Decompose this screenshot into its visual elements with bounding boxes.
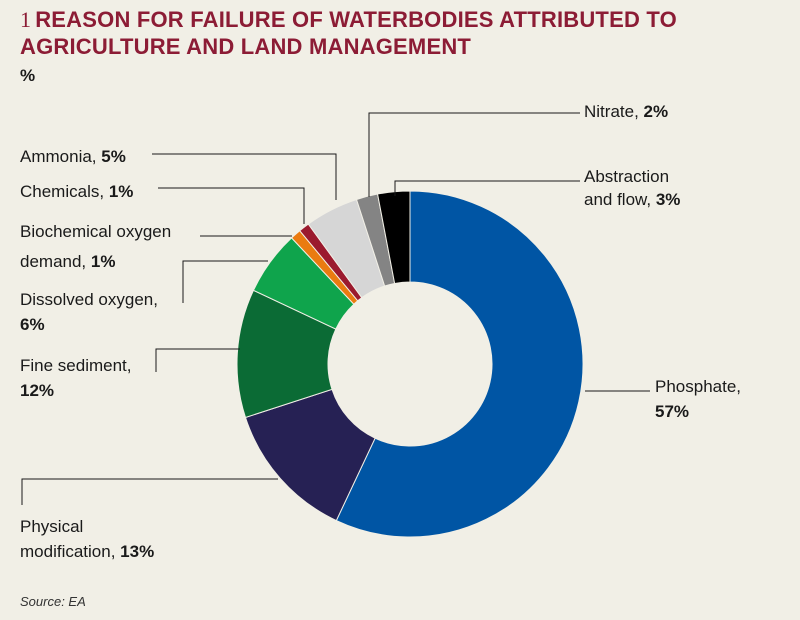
slice-phosphate: [335, 190, 584, 538]
label-biochemical-oxygen-demand: Biochemical oxygen demand, 1%: [20, 222, 171, 271]
leader-abstraction-and-flow: [394, 180, 580, 196]
label-nitrate: Nitrate, 2%: [584, 102, 668, 121]
label-abstraction-and-flow: Abstraction and flow, 3%: [584, 167, 680, 209]
label-fine-sediment: Fine sediment, 12%: [20, 356, 132, 400]
label-dissolved-oxygen: Dissolved oxygen, 6%: [20, 290, 158, 334]
chart-title: 1 REASON FOR FAILURE OF WATERBODIES ATTRI…: [20, 6, 790, 60]
chart-title-text: REASON FOR FAILURE OF WATERBODIES ATTRIB…: [20, 7, 677, 59]
leader-physical-modification: [21, 478, 278, 505]
chart-number: 1: [20, 7, 32, 32]
slice-labels: Phosphate, 57% Physical modification, 13% Fi…: [20, 102, 741, 561]
label-physical-modification: Physical modification, 13%: [20, 517, 154, 561]
leader-nitrate: [368, 112, 580, 197]
donut-slices: [236, 190, 584, 538]
leader-lines: [21, 112, 650, 505]
unit-label: %: [20, 66, 36, 85]
label-ammonia: Ammonia, 5%: [20, 147, 126, 166]
slice-abstraction-and-flow: [376, 190, 411, 285]
leader-fine-sediment: [155, 348, 240, 372]
leader-chemicals: [158, 187, 305, 224]
label-chemicals: Chemicals, 1%: [20, 182, 133, 201]
leader-ammonia: [152, 153, 337, 200]
leader-dissolved-oxygen: [182, 260, 268, 303]
label-phosphate: Phosphate, 57%: [655, 377, 741, 421]
source-note: Source: EA: [20, 594, 86, 609]
